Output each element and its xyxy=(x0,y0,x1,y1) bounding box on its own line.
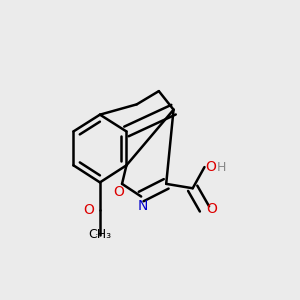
Text: methoxy: methoxy xyxy=(96,234,103,236)
Text: CH₃: CH₃ xyxy=(88,228,111,241)
Text: O: O xyxy=(114,185,124,199)
Text: O: O xyxy=(206,160,216,174)
Text: H: H xyxy=(217,160,226,174)
Text: O: O xyxy=(83,203,94,218)
Text: N: N xyxy=(137,199,148,213)
Text: O: O xyxy=(207,202,218,216)
